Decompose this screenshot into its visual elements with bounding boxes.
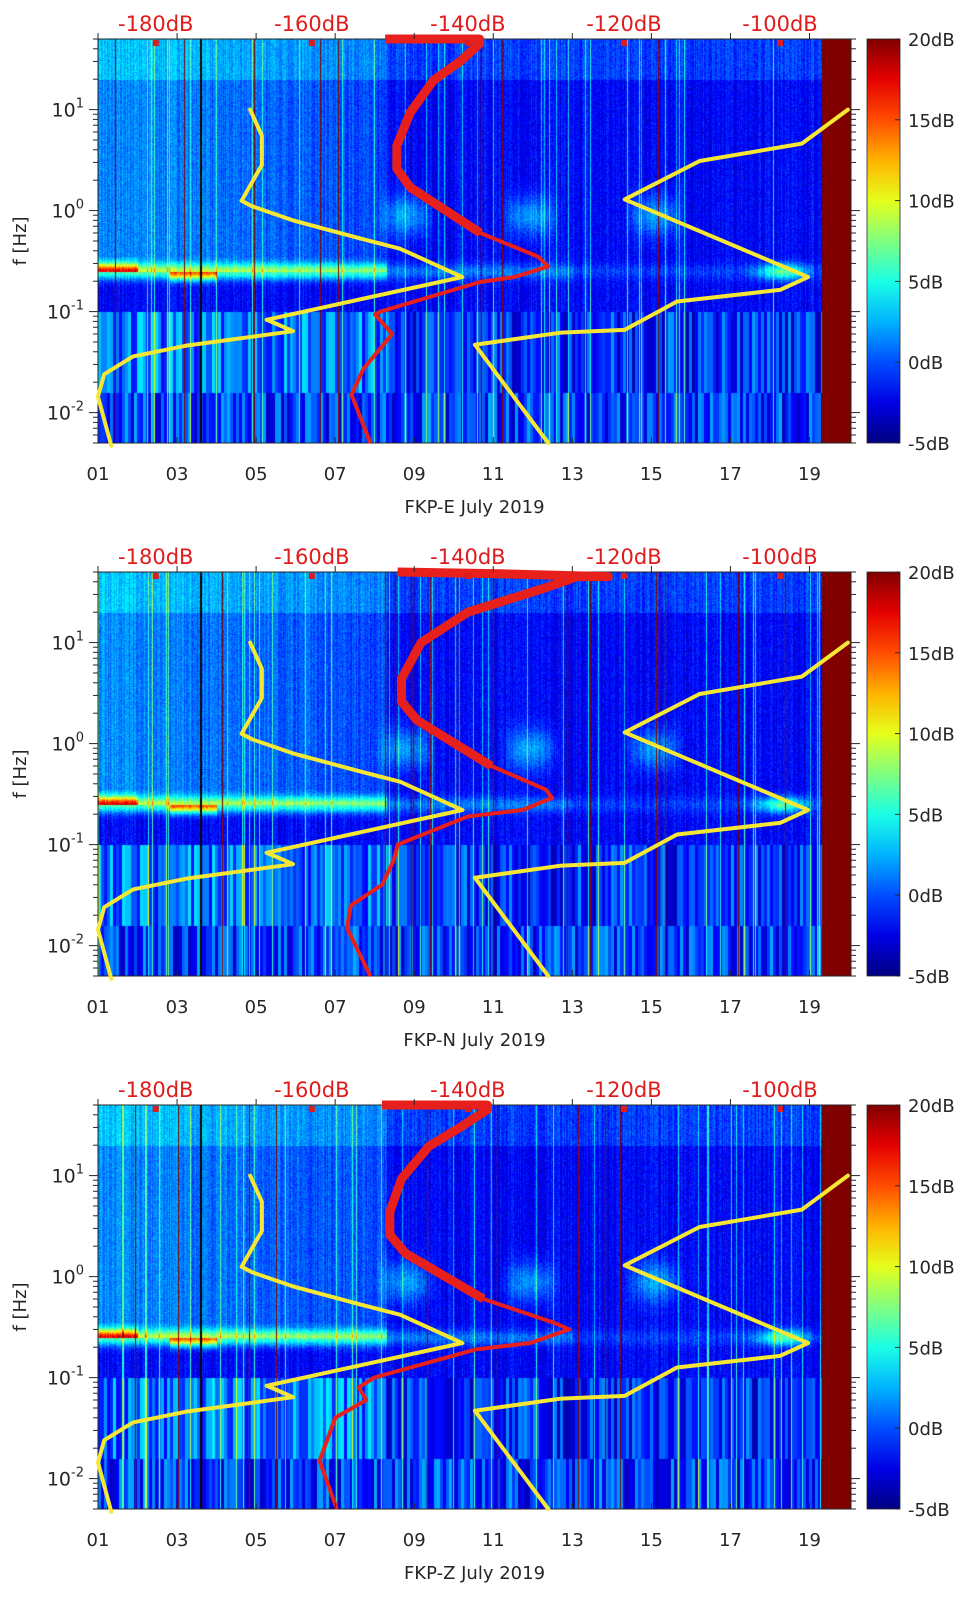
db-axis-label: -160dB xyxy=(274,545,349,569)
colorbar-tick-label: -5dB xyxy=(908,1500,950,1521)
db-axis-label: -120dB xyxy=(586,1078,661,1102)
y-tick-base: 10 xyxy=(52,1267,76,1289)
db-axis-label: -100dB xyxy=(742,1078,817,1102)
db-axis-label: -140dB xyxy=(430,1078,505,1102)
y-tick-base: 10 xyxy=(47,1469,71,1491)
x-tick-label: 11 xyxy=(482,997,505,1018)
colorbar-tick-label: 0dB xyxy=(908,886,943,907)
y-tick-label: 100 xyxy=(52,1264,84,1289)
db-axis-label: -140dB xyxy=(430,545,505,569)
x-tick-label: 09 xyxy=(403,997,426,1018)
y-tick-base: 10 xyxy=(47,1368,71,1390)
y-tick-label: 101 xyxy=(52,630,84,655)
x-tick-label: 17 xyxy=(719,1530,742,1551)
y-tick-label: 10-2 xyxy=(47,933,84,958)
colorbar xyxy=(866,571,901,977)
colorbar-tick-label: 20dB xyxy=(908,1096,955,1117)
x-tick-label: 17 xyxy=(719,997,742,1018)
colorbar-tick-label: -5dB xyxy=(908,967,950,988)
colorbar-tick-label: 5dB xyxy=(908,805,943,826)
y-tick-exponent: -1 xyxy=(71,1365,84,1380)
x-tick-label: 01 xyxy=(87,997,110,1018)
y-tick-base: 10 xyxy=(52,633,76,655)
colorbar-tick-label: 15dB xyxy=(908,1177,955,1198)
x-tick-label: 07 xyxy=(324,1530,347,1551)
y-tick-base: 10 xyxy=(47,936,71,958)
x-tick-label: 03 xyxy=(166,997,189,1018)
x-tick-label: 19 xyxy=(798,997,821,1018)
y-tick-exponent: 1 xyxy=(76,1163,84,1178)
x-tick-label: 09 xyxy=(403,1530,426,1551)
x-tick-label: 15 xyxy=(640,997,663,1018)
x-tick-label: 11 xyxy=(482,1530,505,1551)
y-tick-base: 10 xyxy=(52,1166,76,1188)
colorbar-tick-label: 10dB xyxy=(908,1258,955,1279)
x-tick-label: 05 xyxy=(245,1530,268,1551)
y-axis-label: f [Hz] xyxy=(10,749,31,798)
y-tick-label: 101 xyxy=(52,1163,84,1188)
db-axis-label: -100dB xyxy=(742,545,817,569)
x-tick-label: 19 xyxy=(798,1530,821,1551)
db-axis-label: -160dB xyxy=(274,1078,349,1102)
x-tick-label: 07 xyxy=(324,997,347,1018)
spectrogram-heatmap xyxy=(98,1105,851,1509)
x-axis-title: FKP-N July 2019 xyxy=(403,1030,545,1051)
colorbar xyxy=(866,1104,901,1510)
y-tick-exponent: 1 xyxy=(76,630,84,645)
db-axis-label: -180dB xyxy=(118,545,193,569)
colorbar-tick-label: 20dB xyxy=(908,563,955,584)
y-tick-label: 100 xyxy=(52,731,84,756)
y-tick-base: 10 xyxy=(47,835,71,857)
x-tick-label: 15 xyxy=(640,1530,663,1551)
y-axis-label: f [Hz] xyxy=(10,1282,31,1331)
y-tick-exponent: 0 xyxy=(76,731,84,746)
y-tick-label: 10-2 xyxy=(47,1466,84,1491)
y-tick-exponent: -1 xyxy=(71,832,84,847)
x-tick-label: 13 xyxy=(561,1530,584,1551)
x-axis-title: FKP-Z July 2019 xyxy=(404,1563,545,1584)
x-tick-label: 13 xyxy=(561,997,584,1018)
x-tick-label: 03 xyxy=(166,1530,189,1551)
y-tick-base: 10 xyxy=(52,734,76,756)
spectrogram-heatmap xyxy=(98,572,851,976)
y-tick-exponent: -2 xyxy=(71,1466,84,1481)
y-tick-exponent: -2 xyxy=(71,933,84,948)
x-tick-label: 01 xyxy=(87,1530,110,1551)
colorbar-tick-label: 0dB xyxy=(908,1419,943,1440)
colorbar-tick-label: 5dB xyxy=(908,1338,943,1359)
db-axis-label: -120dB xyxy=(586,545,661,569)
y-tick-label: 10-1 xyxy=(47,1365,84,1390)
colorbar-tick-label: 10dB xyxy=(908,725,955,746)
y-tick-exponent: 0 xyxy=(76,1264,84,1279)
y-tick-label: 10-1 xyxy=(47,832,84,857)
x-tick-label: 05 xyxy=(245,997,268,1018)
db-axis-label: -180dB xyxy=(118,1078,193,1102)
colorbar-tick-label: 15dB xyxy=(908,644,955,665)
